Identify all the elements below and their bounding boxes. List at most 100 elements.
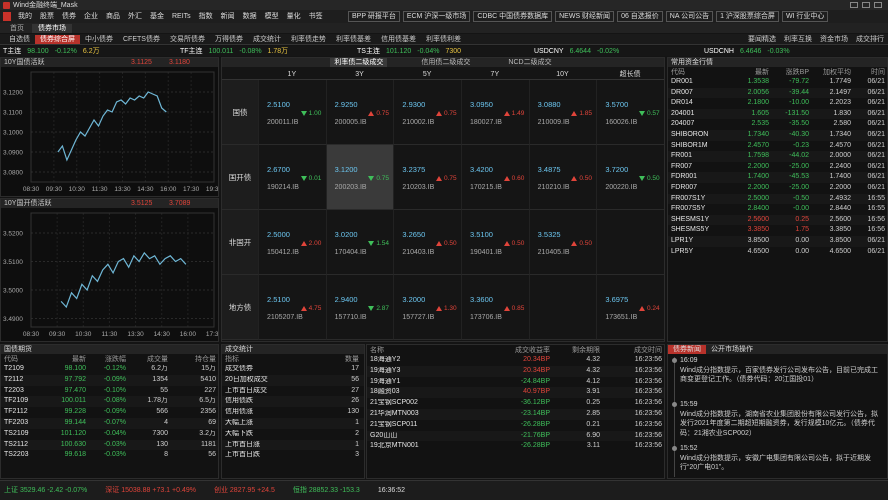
yield-change: 2.87 <box>376 304 389 312</box>
menu-item[interactable]: 商品 <box>106 13 120 20</box>
maximize-button <box>862 2 870 8</box>
panel-title: 国债期货 <box>4 346 32 353</box>
table-cell: 2.8440 <box>829 205 851 213</box>
table-cell: 566 <box>156 408 168 416</box>
yield-change: 0.50 <box>511 239 525 247</box>
subtab[interactable]: CFETS债券 <box>123 35 160 43</box>
status-item: 16:36:52 <box>377 487 406 494</box>
timeline-dot <box>672 358 677 363</box>
grid-tab[interactable]: 利率债二级成交 <box>330 58 388 67</box>
grid-tab[interactable]: NCD二级成交 <box>508 59 552 66</box>
yield-change: 1.54 <box>376 239 389 247</box>
y-tick-label: 3.5200 <box>3 230 23 237</box>
table-cell: 06/21 <box>867 120 885 128</box>
table-cell: 1354 <box>152 375 168 383</box>
subtab[interactable]: 利率债利差 <box>425 35 461 43</box>
bond-code: 200220.IB <box>605 183 638 191</box>
chart-label: 3.5125 <box>131 200 153 207</box>
table-cell: FR007S5Y <box>671 205 706 213</box>
menu-item[interactable]: 债券 <box>62 13 76 20</box>
tab[interactable]: 首页 <box>10 24 24 32</box>
news-tab[interactable]: 公开市场操作 <box>711 346 753 353</box>
shortcut[interactable]: BPP 研报平台 <box>348 11 400 22</box>
menu-item[interactable]: REITs <box>172 13 191 20</box>
yield-value: 3.2375 <box>402 164 426 174</box>
menu-item[interactable]: 我的 <box>18 13 32 20</box>
news-time: 15:59 <box>680 401 698 408</box>
grid-tab[interactable]: 信用债二级成交 <box>421 59 471 66</box>
table-cell: 2.0000 <box>829 152 851 160</box>
subtab[interactable]: 债券综合屏 <box>35 34 80 44</box>
table-cell: 4.6500 <box>829 247 851 255</box>
yield-cell: 3.0200 1.54 170404.IB <box>325 210 394 275</box>
shortcut[interactable]: CDBC 中国债券数据库 <box>473 11 553 22</box>
menu-item[interactable]: 书签 <box>308 13 323 20</box>
direction-arrow <box>368 306 375 312</box>
table-cell: -25.00 <box>789 184 809 191</box>
table-cell: FR001 <box>671 152 693 160</box>
bond-code: 190401.IB <box>470 248 502 256</box>
table-cell: 21华润MTN003 <box>370 410 419 417</box>
shortcut[interactable]: WI 行业中心 <box>781 11 829 22</box>
table-cell: 上市首日成交 <box>225 386 267 394</box>
menu-item[interactable]: 指数 <box>198 13 213 20</box>
row-stripe <box>222 374 364 386</box>
yield-value: 3.1200 <box>334 164 358 174</box>
subtab[interactable]: 成交排行 <box>856 36 884 43</box>
yield-cell: 2.9400 2.87 157710.IB <box>325 275 394 340</box>
chart-header: 10Y国开债活跃 3.5125 3.7089 <box>1 199 218 208</box>
subtab[interactable]: 资金市场 <box>820 36 848 43</box>
shortcut[interactable]: NA 公司公告 <box>665 11 714 22</box>
table-cell: 16:23:56 <box>634 431 662 439</box>
table-cell: 16:56 <box>867 226 885 234</box>
shortcut[interactable]: 06 自选报价 <box>617 11 663 22</box>
table-cell: 16:55 <box>867 194 885 202</box>
table-cell: FR007 <box>671 162 693 170</box>
news-text[interactable]: Wind成分指数提示，百家债券发行公司发布公告，目前已完成工商变更登记工作。（债… <box>680 367 878 384</box>
news-tab[interactable]: 债券新闻 <box>668 345 706 354</box>
menu-item[interactable]: 企业 <box>84 13 98 20</box>
subtab[interactable]: 万得债券 <box>214 35 243 43</box>
news-text[interactable]: Wind成分指数提示，湖南省农业集团股份有限公司发行公告，拟发行2021年度第二… <box>680 411 878 437</box>
subtab[interactable]: 利率债基差 <box>335 35 371 43</box>
row-label-cell <box>222 275 258 340</box>
column-header: 加权平均 <box>823 69 851 76</box>
subtab[interactable]: 利率债走势 <box>290 35 326 43</box>
change-group: 0.75 <box>368 110 389 118</box>
subtab[interactable]: 交易所债券 <box>169 35 205 43</box>
subtab[interactable]: 信用债基差 <box>380 35 416 43</box>
ticker-item: T主连 98.100 -0.12% 6.2万 <box>3 48 180 55</box>
ticker-price: 6.4646 <box>739 47 762 55</box>
shortcut[interactable]: ECM 沪深一级市场 <box>402 11 471 22</box>
menu-item[interactable]: 数据 <box>242 13 257 20</box>
yield-value: 2.5000 <box>267 229 290 239</box>
menu-item[interactable]: 模型 <box>264 13 279 20</box>
menu-item[interactable]: 量化 <box>286 13 301 20</box>
menu-item[interactable]: 外汇 <box>128 13 142 20</box>
table-cell: 2.5600 <box>747 215 769 223</box>
table-cell: -0.12% <box>103 365 126 372</box>
direction-arrow <box>300 176 307 182</box>
subtab[interactable]: 成交统计 <box>252 35 281 43</box>
tab[interactable]: 债券市场 <box>32 23 72 33</box>
table-cell: -39.44 <box>789 88 809 96</box>
news-text[interactable]: Wind成分指数提示，安徽广电集团有限公司公告，拟于近期发行“20广电01”。 <box>680 455 871 472</box>
table-cell: 1.78万 <box>147 397 168 405</box>
table-cell: 成交债券 <box>225 365 253 372</box>
menu-item[interactable]: 新闻 <box>220 13 235 20</box>
column-header: 代码 <box>4 356 18 363</box>
shortcut[interactable]: 1 沪深股票综合屏 <box>716 11 779 22</box>
menu-item[interactable]: 股票 <box>40 13 54 20</box>
subtab[interactable]: 利率互换 <box>784 36 812 43</box>
shortcut[interactable]: NEWS 财经新闻 <box>555 11 615 22</box>
price-line <box>57 91 167 162</box>
table-cell: 20.34BP <box>523 366 550 374</box>
subtab[interactable]: 要闻精选 <box>748 36 776 43</box>
table-cell: 16:23:56 <box>634 356 662 363</box>
yield-change: 0.50 <box>579 239 592 247</box>
subtab[interactable]: 自选债 <box>9 35 30 43</box>
change-group: 0.75 <box>435 110 457 118</box>
bond-code: 200005.IB <box>334 118 367 126</box>
subtab[interactable]: 中小债券 <box>85 35 113 43</box>
menu-item[interactable]: 基金 <box>150 13 164 20</box>
